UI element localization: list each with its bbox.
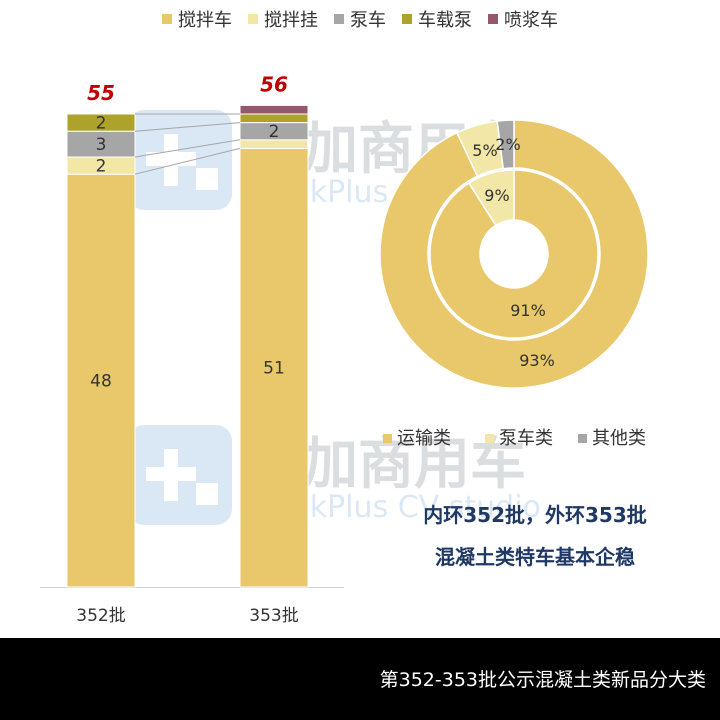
watermark-logo-stroke xyxy=(164,134,178,186)
donut-value-label: 93% xyxy=(519,351,555,370)
legend-item-3: 车载泵 xyxy=(402,6,472,32)
pie-legend-label-1: 泵车类 xyxy=(499,428,553,449)
legend-label-0: 搅拌车 xyxy=(178,10,232,31)
donut-slice-352批-运输类 xyxy=(429,169,599,339)
pie-legend-label-0: 运输类 xyxy=(397,428,451,449)
legend-item-4: 喷浆车 xyxy=(488,6,558,32)
bar-segment-353批-搅拌车 xyxy=(239,147,309,588)
legend-label-3: 车载泵 xyxy=(418,10,472,31)
watermark-logo-stroke xyxy=(164,449,178,501)
footer-title: 第352-353批公示混凝土类新品分大类 xyxy=(379,669,706,691)
legend-swatch-4 xyxy=(488,14,498,24)
bar-total-label: 56 xyxy=(260,72,288,96)
series-connector-line xyxy=(134,139,241,158)
bar-value-label: 3 xyxy=(96,135,107,155)
legend-label-2: 泵车 xyxy=(350,10,386,31)
legend-swatch-3 xyxy=(402,14,412,24)
donut-slice-353批-其他类 xyxy=(496,119,515,170)
annotation-line-2: 混凝土类特车基本企稳 xyxy=(435,545,635,569)
bar-value-label: 48 xyxy=(90,372,112,392)
donut-slice-353批-运输类 xyxy=(379,119,649,389)
top-legend: 搅拌车 搅拌挂 泵车 车载泵 喷浆车 xyxy=(0,6,720,32)
bar-value-label: 2 xyxy=(96,157,107,177)
watermark-logo-stroke xyxy=(146,467,196,481)
series-connector-line xyxy=(134,122,241,132)
legend-label-1: 搅拌挂 xyxy=(264,10,318,31)
legend-item-2: 泵车 xyxy=(334,6,386,32)
legend-swatch-1 xyxy=(248,14,258,24)
legend-item-1: 搅拌挂 xyxy=(248,6,318,32)
category-label: 353批 xyxy=(249,606,298,626)
legend-swatch-2 xyxy=(334,14,344,24)
watermark-logo-icon xyxy=(128,110,232,210)
annotation-line-1: 内环352批，外环353批 xyxy=(423,503,647,527)
bar-value-label: 2 xyxy=(269,122,280,142)
donut-value-label: 2% xyxy=(495,135,520,154)
pie-legend-swatch-2 xyxy=(578,434,587,443)
bar-total-label: 55 xyxy=(87,81,115,105)
donut-slice-352批-泵车类 xyxy=(467,169,515,227)
donut-value-label: 5% xyxy=(472,141,497,160)
legend-swatch-0 xyxy=(162,14,172,24)
legend-label-4: 喷浆车 xyxy=(504,10,558,31)
donut-value-label: 9% xyxy=(484,186,509,205)
legend-item-0: 搅拌车 xyxy=(162,6,232,32)
watermark-logo-stroke xyxy=(196,483,218,505)
series-connector-line xyxy=(134,147,241,175)
bar-segment-353批-喷浆车 xyxy=(239,104,309,115)
watermark-logo-icon xyxy=(128,425,232,525)
bar-value-label: 51 xyxy=(263,359,285,379)
pie-legend-label-2: 其他类 xyxy=(592,428,646,449)
category-label: 352批 xyxy=(76,606,125,626)
pie-legend-swatch-1 xyxy=(485,434,494,443)
pie-legend-swatch-0 xyxy=(383,434,392,443)
bar-segment-352批-车载泵 xyxy=(66,113,136,132)
watermark-logo-stroke xyxy=(196,168,218,190)
bar-segment-352批-泵车 xyxy=(66,130,136,158)
bar-segment-352批-搅拌车 xyxy=(66,173,136,588)
donut-value-label: 91% xyxy=(510,301,546,320)
bar-value-label: 2 xyxy=(96,114,107,134)
footer-bar: 第352-353批公示混凝土类新品分大类 xyxy=(0,638,720,720)
